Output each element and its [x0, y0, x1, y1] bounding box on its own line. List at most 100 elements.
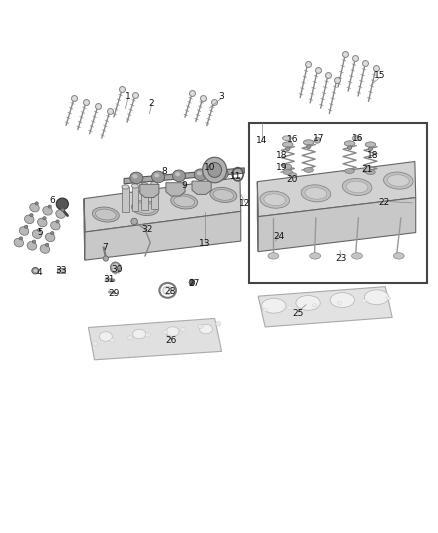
Text: 9: 9: [181, 181, 187, 190]
Ellipse shape: [296, 295, 320, 310]
Ellipse shape: [388, 175, 409, 187]
Ellipse shape: [194, 169, 207, 181]
Ellipse shape: [35, 202, 39, 205]
Ellipse shape: [366, 169, 375, 174]
Ellipse shape: [171, 194, 198, 209]
Ellipse shape: [286, 147, 290, 151]
Ellipse shape: [215, 168, 228, 180]
Text: 32: 32: [141, 225, 153, 234]
Ellipse shape: [203, 157, 226, 183]
Text: 18: 18: [367, 151, 379, 160]
Ellipse shape: [134, 203, 155, 213]
Polygon shape: [85, 212, 241, 260]
Text: 3: 3: [218, 92, 224, 101]
Ellipse shape: [103, 256, 109, 261]
Text: 10: 10: [204, 164, 215, 172]
Ellipse shape: [141, 183, 148, 187]
Text: 14: 14: [256, 136, 267, 145]
Ellipse shape: [304, 140, 314, 145]
Ellipse shape: [46, 243, 49, 246]
Text: 16: 16: [287, 135, 299, 144]
Ellipse shape: [283, 136, 291, 141]
Text: 23: 23: [335, 254, 346, 263]
Ellipse shape: [199, 324, 212, 334]
Text: 19: 19: [276, 164, 288, 172]
Polygon shape: [84, 199, 85, 260]
Ellipse shape: [32, 230, 42, 238]
Ellipse shape: [215, 321, 221, 326]
Ellipse shape: [40, 245, 49, 253]
Ellipse shape: [111, 262, 120, 273]
Ellipse shape: [56, 209, 65, 219]
Ellipse shape: [198, 325, 203, 329]
Ellipse shape: [314, 138, 321, 143]
Ellipse shape: [330, 293, 354, 308]
Polygon shape: [257, 182, 258, 252]
Text: 18: 18: [276, 151, 287, 160]
Text: 17: 17: [313, 134, 325, 143]
Text: 33: 33: [56, 266, 67, 275]
Text: 13: 13: [199, 239, 211, 248]
Ellipse shape: [50, 231, 54, 235]
Ellipse shape: [174, 196, 194, 207]
Text: 22: 22: [378, 198, 389, 207]
Polygon shape: [166, 183, 185, 196]
Ellipse shape: [43, 206, 52, 215]
Ellipse shape: [30, 214, 33, 216]
Ellipse shape: [310, 253, 321, 259]
Ellipse shape: [131, 200, 159, 215]
Ellipse shape: [344, 141, 355, 146]
Ellipse shape: [384, 172, 413, 189]
Ellipse shape: [133, 329, 146, 339]
Text: 2: 2: [149, 99, 154, 108]
Ellipse shape: [122, 185, 129, 189]
Ellipse shape: [14, 238, 24, 247]
Ellipse shape: [25, 215, 34, 224]
Polygon shape: [192, 181, 211, 195]
Ellipse shape: [130, 172, 143, 184]
Ellipse shape: [19, 227, 29, 235]
Text: 25: 25: [293, 309, 304, 318]
Ellipse shape: [131, 218, 138, 224]
Text: 24: 24: [273, 232, 285, 241]
Ellipse shape: [99, 332, 113, 341]
Ellipse shape: [301, 185, 331, 202]
Ellipse shape: [95, 209, 116, 220]
Ellipse shape: [337, 301, 342, 304]
Ellipse shape: [345, 168, 354, 173]
Bar: [151, 184, 158, 209]
Ellipse shape: [284, 164, 292, 169]
Ellipse shape: [352, 253, 362, 259]
Ellipse shape: [189, 279, 194, 286]
Ellipse shape: [132, 174, 138, 179]
Ellipse shape: [364, 290, 389, 305]
Ellipse shape: [175, 172, 180, 176]
Ellipse shape: [263, 309, 267, 312]
Text: 5: 5: [37, 228, 42, 237]
Ellipse shape: [346, 181, 368, 193]
Ellipse shape: [56, 220, 59, 223]
Ellipse shape: [365, 142, 376, 147]
Ellipse shape: [38, 218, 47, 227]
Text: 11: 11: [230, 172, 241, 181]
Polygon shape: [124, 168, 244, 184]
Ellipse shape: [347, 146, 352, 150]
Text: 1: 1: [125, 92, 131, 101]
Polygon shape: [257, 161, 416, 216]
Ellipse shape: [131, 184, 138, 188]
Bar: [141, 185, 148, 211]
Polygon shape: [258, 287, 392, 327]
Polygon shape: [88, 318, 222, 360]
Ellipse shape: [197, 171, 202, 175]
Ellipse shape: [51, 221, 60, 230]
Polygon shape: [258, 198, 416, 252]
Text: 31: 31: [103, 274, 115, 284]
Bar: [250, 123, 427, 284]
Ellipse shape: [264, 194, 286, 206]
Ellipse shape: [304, 167, 314, 172]
Ellipse shape: [43, 216, 46, 220]
Ellipse shape: [210, 188, 237, 203]
Text: 15: 15: [374, 71, 386, 80]
Text: 7: 7: [102, 243, 108, 252]
Ellipse shape: [352, 136, 361, 141]
